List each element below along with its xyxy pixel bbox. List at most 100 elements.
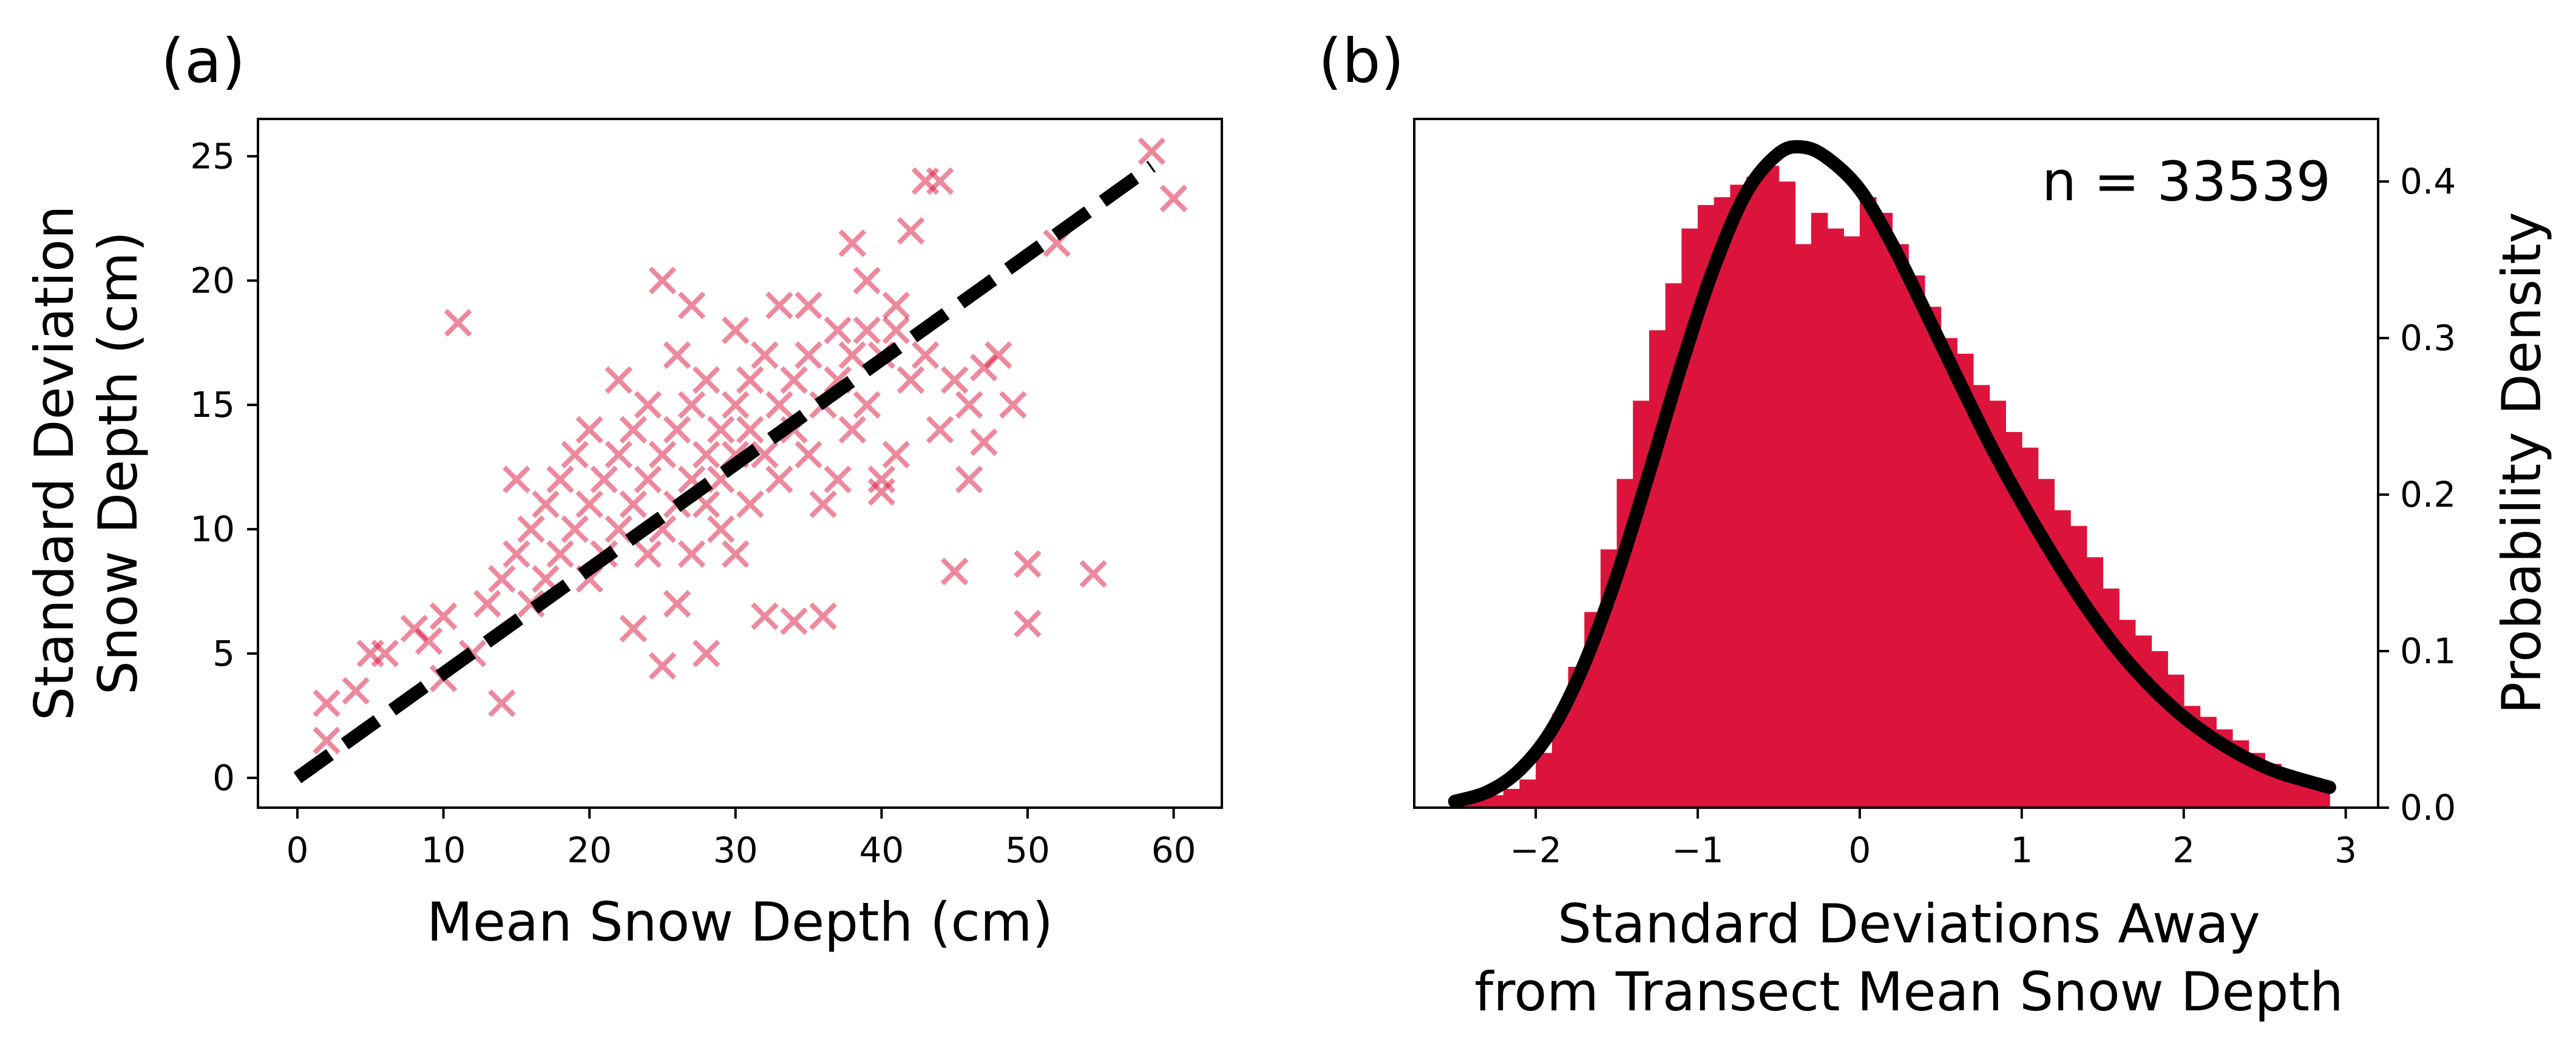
- histogram-x-axis-label-line1: Standard Deviations Away: [1557, 893, 2260, 955]
- x-tick-label: 20: [567, 830, 612, 871]
- x-tick-label: 30: [713, 830, 758, 871]
- y-tick-label: 5: [212, 633, 235, 674]
- scatter-point: [692, 441, 720, 468]
- y-tick-label: 0: [212, 757, 235, 799]
- scatter-point: [721, 391, 750, 419]
- scatter-point: [444, 309, 472, 337]
- panel-b-label: (b): [1318, 25, 1405, 96]
- scatter-point: [487, 565, 516, 593]
- scatter-point: [838, 341, 867, 370]
- histogram-bar: [2151, 651, 2168, 808]
- histogram-bar: [1892, 244, 1909, 808]
- scatter-point: [532, 490, 560, 518]
- histogram-bar: [2070, 526, 2087, 808]
- scatter-point: [940, 557, 969, 586]
- histogram-bar: [1827, 228, 1845, 808]
- histogram-bar: [2135, 635, 2152, 808]
- scatter-point: [546, 465, 574, 493]
- scatter-point: [940, 366, 969, 394]
- scatter-point: [677, 540, 706, 568]
- sample-size-annotation: n = 33539: [2042, 150, 2331, 214]
- histogram-bar: [2086, 557, 2104, 808]
- scatter-point: [648, 441, 677, 468]
- scatter-point: [1014, 550, 1042, 578]
- histogram-bar: [1503, 789, 1520, 808]
- y-tick-label: 20: [190, 260, 235, 301]
- histogram-panel: (b) −2 −1 0 1 2 3 0.0 0.1 0.2 0.3 0.4 n = 33539 S…: [1318, 25, 2553, 1023]
- histogram-y-ticks: 0.0 0.1 0.2 0.3 0.4: [2378, 161, 2456, 828]
- histogram-x-ticks: −2 −1 0 1 2 3: [1510, 808, 2357, 871]
- scatter-point: [838, 416, 867, 444]
- x-tick-label: 40: [859, 830, 904, 871]
- scatter-point: [882, 316, 910, 345]
- scatter-point: [619, 490, 648, 518]
- scatter-point: [795, 341, 822, 370]
- scatter-point: [677, 291, 706, 320]
- scatter-point: [926, 416, 954, 444]
- scatter-point: [765, 391, 793, 419]
- scatter-point: [371, 640, 399, 667]
- histogram-bar: [1859, 197, 1877, 808]
- scatter-point: [867, 465, 896, 493]
- scatter-point: [985, 341, 1012, 370]
- scatter-point: [751, 441, 779, 468]
- y-tick-label: 0.1: [2400, 630, 2456, 672]
- histogram-y-axis-label: Probability Density: [2490, 212, 2553, 714]
- histogram-bar: [1713, 197, 1731, 808]
- scatter-point: [503, 465, 530, 493]
- y-tick-label: 0.0: [2400, 787, 2456, 828]
- scatter-point: [736, 366, 764, 394]
- scatter-point: [780, 366, 808, 394]
- scatter-point: [751, 602, 779, 630]
- scatter-point: [517, 515, 545, 543]
- histogram-bars: [1454, 166, 2330, 808]
- scatter-panel: (a) 0 10 20 30 40 50 60 0 5 10 15 20 25 Mean Snow D…: [23, 25, 1223, 953]
- scatter-point: [634, 540, 662, 568]
- histogram-bar: [1811, 212, 1828, 808]
- histogram-plot-area: [1413, 118, 2379, 809]
- y-tick-label: 15: [190, 384, 235, 425]
- scatter-point: [765, 465, 793, 493]
- scatter-point: [795, 291, 822, 320]
- histogram-bar: [1924, 306, 1942, 808]
- scatter-point: [313, 726, 341, 755]
- x-tick-label: 10: [421, 830, 466, 871]
- y-tick-label: 0.3: [2400, 317, 2456, 359]
- panel-a-label: (a): [161, 25, 245, 96]
- scatter-point: [809, 602, 837, 630]
- histogram-bar: [2168, 674, 2185, 808]
- scatter-y-axis-label-line1: Standard Deviation: [23, 205, 86, 720]
- scatter-point: [721, 316, 750, 345]
- histogram-bar: [1843, 236, 1860, 808]
- x-tick-label: 0: [1848, 830, 1871, 871]
- y-tick-label: 10: [190, 509, 235, 550]
- scatter-point: [313, 689, 341, 717]
- histogram-bar: [1908, 275, 1925, 808]
- scatter-point: [605, 366, 633, 394]
- scatter-point: [503, 540, 530, 568]
- histogram-bar: [1487, 795, 1504, 808]
- scatter-point: [882, 441, 910, 468]
- histogram-bar: [1762, 166, 1780, 808]
- scatter-point: [561, 515, 589, 543]
- scatter-points: [313, 137, 1188, 755]
- x-tick-label: 3: [2334, 830, 2357, 871]
- scatter-point: [765, 291, 793, 320]
- scatter-point: [897, 217, 925, 245]
- histogram-x-axis-label-line2: from Transect Mean Snow Depth: [1474, 961, 2344, 1023]
- scatter-point: [853, 391, 881, 419]
- scatter-point: [1159, 184, 1188, 212]
- histogram-bar: [1957, 353, 1974, 808]
- scatter-point: [648, 652, 677, 680]
- histogram-bar: [2103, 588, 2120, 808]
- scatter-point: [969, 428, 998, 456]
- x-tick-label: 1: [2010, 830, 2033, 871]
- y-tick-label: 0.4: [2400, 161, 2456, 202]
- scatter-point: [867, 478, 896, 506]
- scatter-point: [1014, 609, 1042, 638]
- scatter-point: [634, 465, 662, 493]
- histogram-bar: [1536, 752, 1553, 808]
- x-tick-label: 50: [1005, 830, 1050, 871]
- scatter-point: [824, 316, 852, 345]
- histogram-bar: [1519, 779, 1536, 808]
